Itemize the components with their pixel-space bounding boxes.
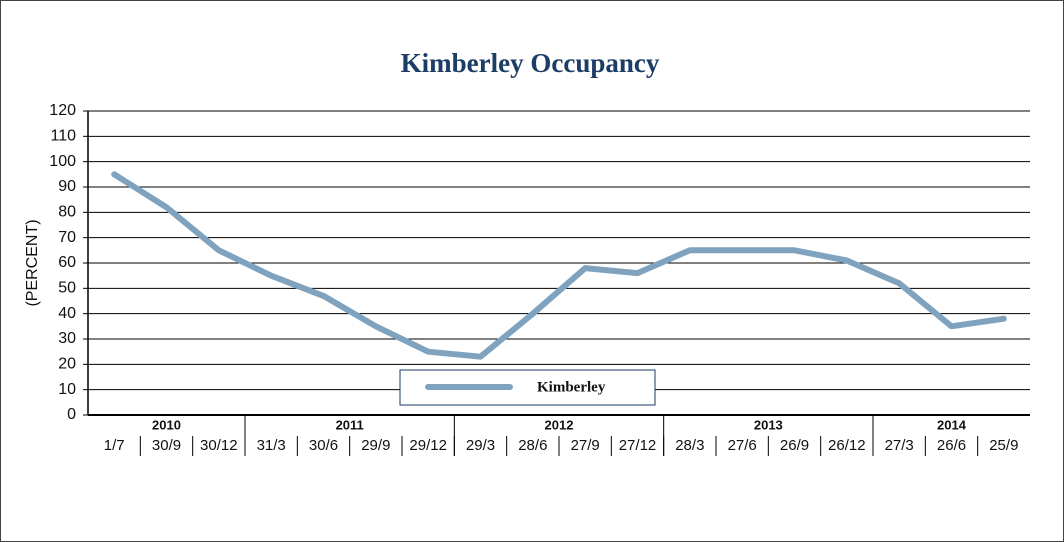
x-tick-label: 27/9 [571,437,600,454]
x-tick-label: 1/7 [104,437,125,454]
y-tick-label: 10 [58,381,76,398]
x-tick-label: 28/6 [518,437,547,454]
group-label: 2014 [937,417,967,432]
y-tick-label: 50 [58,280,76,297]
x-tick-label: 27/12 [619,437,657,454]
y-tick-label: 0 [67,406,76,423]
x-tick-label: 26/12 [828,437,866,454]
group-label: 2010 [152,417,181,432]
line-series [111,171,1007,360]
x-tick-label: 27/6 [728,437,757,454]
x-tick-label: 29/12 [409,437,447,454]
group-label: 2012 [545,417,574,432]
y-axis-label: (PERCENT) [24,219,41,306]
x-tick-label: 28/3 [675,437,704,454]
x-tick-label: 30/9 [152,437,181,454]
legend-label: Kimberley [537,379,606,395]
x-tick-label: 26/9 [780,437,809,454]
y-tick-label: 60 [58,254,76,271]
x-tick-label: 25/9 [989,437,1018,454]
y-tick-label: 80 [58,204,76,221]
x-tick-label: 26/6 [937,437,966,454]
x-tick-label: 27/3 [885,437,914,454]
y-tick-label: 90 [58,178,76,195]
x-tick-label: 30/12 [200,437,238,454]
x-tick-label: 29/3 [466,437,495,454]
y-tick-label: 110 [50,128,76,145]
y-tick-label: 20 [58,356,76,373]
y-tick-label: 100 [49,153,76,170]
x-tick-label: 30/6 [309,437,338,454]
x-tick-label: 29/9 [361,437,390,454]
group-label: 2013 [754,417,783,432]
y-tick-label: 120 [49,102,76,119]
y-tick-label: 40 [58,305,76,322]
chart-title: Kimberley Occupancy [401,48,660,78]
x-tick-label: 31/3 [257,437,286,454]
y-tick-label: 30 [58,330,76,347]
group-label: 2011 [336,417,364,432]
y-tick-label: 70 [58,229,76,246]
